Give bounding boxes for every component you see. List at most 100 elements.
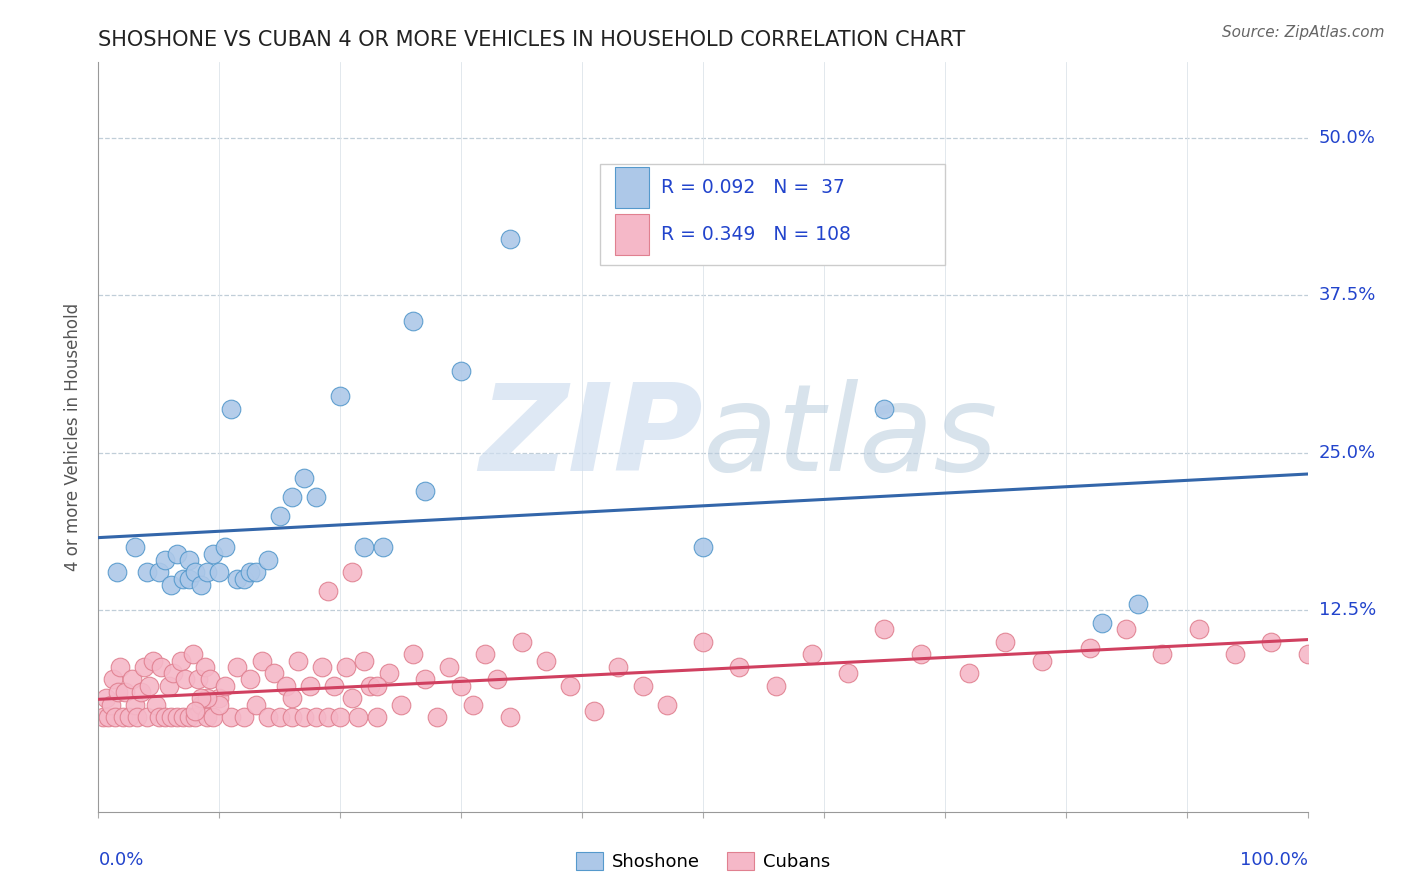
Point xyxy=(292,710,315,724)
Point xyxy=(179,710,201,724)
Point xyxy=(250,654,273,668)
Point xyxy=(195,710,218,724)
Point xyxy=(111,710,134,724)
Point xyxy=(292,471,315,485)
Point xyxy=(135,710,157,724)
Point xyxy=(474,648,496,662)
Point xyxy=(162,666,184,681)
Point xyxy=(142,654,165,668)
Point xyxy=(1296,648,1319,662)
Point xyxy=(873,622,896,636)
Point xyxy=(1128,597,1150,611)
Point xyxy=(413,673,436,687)
Point xyxy=(353,541,375,555)
Point xyxy=(101,673,124,687)
Point xyxy=(150,660,173,674)
Point xyxy=(281,490,304,504)
Point xyxy=(127,710,149,724)
Point xyxy=(232,572,254,586)
Point xyxy=(239,673,262,687)
Point xyxy=(498,232,520,246)
Point xyxy=(256,553,278,567)
Point xyxy=(873,401,896,416)
Point xyxy=(134,660,156,674)
Point xyxy=(1223,648,1246,662)
Point xyxy=(124,698,146,712)
Point xyxy=(510,634,533,648)
Point xyxy=(305,490,328,504)
Point xyxy=(190,691,212,706)
Text: 100.0%: 100.0% xyxy=(1240,851,1308,869)
Point xyxy=(437,660,460,674)
Point xyxy=(316,584,339,599)
Point xyxy=(1031,654,1053,668)
Point xyxy=(263,666,285,681)
Point xyxy=(184,710,207,724)
Point xyxy=(1188,622,1211,636)
Point xyxy=(184,566,207,580)
Point xyxy=(329,710,352,724)
Point xyxy=(214,541,236,555)
Point xyxy=(160,578,183,592)
Point xyxy=(94,691,117,706)
Point xyxy=(1260,634,1282,648)
FancyBboxPatch shape xyxy=(614,214,648,255)
Point xyxy=(329,389,352,403)
Text: R = 0.349   N = 108: R = 0.349 N = 108 xyxy=(661,226,851,244)
Point xyxy=(269,710,291,724)
Point xyxy=(97,710,120,724)
Point xyxy=(353,654,375,668)
Point xyxy=(413,483,436,498)
Point xyxy=(366,679,388,693)
Text: R = 0.092   N =  37: R = 0.092 N = 37 xyxy=(661,178,845,197)
Text: 12.5%: 12.5% xyxy=(1319,601,1376,619)
Point xyxy=(153,553,176,567)
Legend: Shoshone, Cubans: Shoshone, Cubans xyxy=(568,845,838,879)
Point xyxy=(323,679,346,693)
Point xyxy=(498,710,520,724)
Point xyxy=(450,364,472,378)
Point xyxy=(256,710,278,724)
Point xyxy=(692,541,714,555)
Point xyxy=(426,710,449,724)
Point xyxy=(558,679,581,693)
Point xyxy=(402,313,425,327)
Point xyxy=(342,691,364,706)
Text: 50.0%: 50.0% xyxy=(1319,129,1375,147)
Point xyxy=(371,541,394,555)
Point xyxy=(402,648,425,662)
Point xyxy=(360,679,382,693)
Point xyxy=(534,654,557,668)
Point xyxy=(1091,615,1114,630)
Text: 25.0%: 25.0% xyxy=(1319,444,1376,462)
Point xyxy=(174,673,197,687)
Point xyxy=(728,660,751,674)
Point xyxy=(342,566,364,580)
Point xyxy=(160,710,183,724)
Point xyxy=(245,566,267,580)
Point xyxy=(389,698,412,712)
Point xyxy=(179,553,201,567)
Point xyxy=(1152,648,1174,662)
Point xyxy=(121,673,143,687)
Point xyxy=(631,679,654,693)
Point xyxy=(202,710,225,724)
Point xyxy=(347,710,370,724)
Point xyxy=(135,566,157,580)
Point xyxy=(305,710,328,724)
Point xyxy=(108,660,131,674)
Point xyxy=(104,710,127,724)
Point xyxy=(105,566,128,580)
Point xyxy=(232,710,254,724)
Point xyxy=(208,566,231,580)
Point xyxy=(377,666,399,681)
Point xyxy=(107,685,129,699)
Point xyxy=(281,691,304,706)
Point xyxy=(184,704,207,718)
Point xyxy=(486,673,509,687)
Point xyxy=(226,572,249,586)
FancyBboxPatch shape xyxy=(600,163,945,265)
Point xyxy=(299,679,322,693)
Point xyxy=(311,660,333,674)
Point xyxy=(181,648,204,662)
